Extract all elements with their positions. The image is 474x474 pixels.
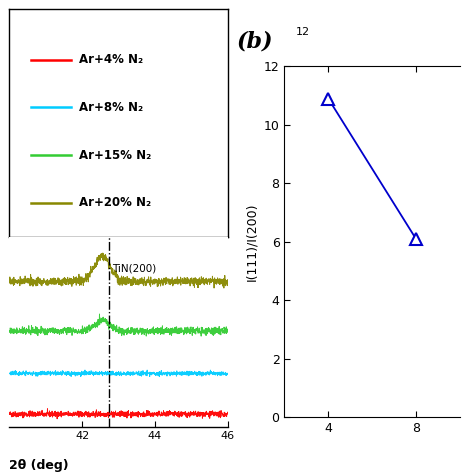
Text: (b): (b) [237,31,273,53]
Text: Ar+20% N₂: Ar+20% N₂ [79,196,151,210]
Text: Ar+15% N₂: Ar+15% N₂ [79,148,152,162]
Text: Ar+4% N₂: Ar+4% N₂ [79,53,143,66]
Y-axis label: I(111)/I(200): I(111)/I(200) [245,202,258,281]
Text: 2θ (deg): 2θ (deg) [9,459,69,472]
Text: 12: 12 [296,27,310,37]
Text: Ar+8% N₂: Ar+8% N₂ [79,101,143,114]
Text: TiN(200): TiN(200) [112,264,156,273]
